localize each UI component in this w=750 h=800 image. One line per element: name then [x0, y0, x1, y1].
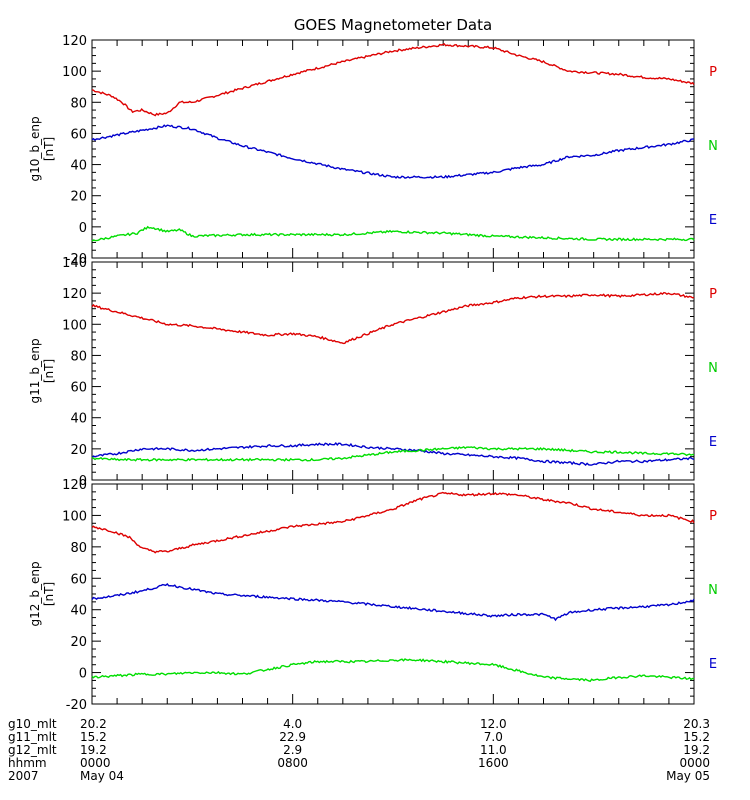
legend-label-P: P	[709, 509, 717, 524]
time-row-value: May 04	[80, 769, 124, 783]
time-row-value: 20.2	[80, 717, 107, 731]
y-tick-label: 100	[62, 318, 87, 333]
y-tick-label: -20	[66, 252, 87, 267]
y-tick-label: 60	[70, 381, 87, 396]
y-tick-label: 120	[62, 287, 87, 302]
time-row-label: g10_mlt	[8, 717, 57, 731]
y-tick-label: 60	[70, 572, 87, 587]
panel-g10_b_enp: -20 0 20 40 60 80 100 120 g10_b_enp [nT] P N E	[28, 34, 718, 267]
time-row-value: 0000	[679, 756, 710, 770]
time-row-label: g12_mlt	[8, 743, 57, 757]
time-row-value: 1600	[478, 756, 509, 770]
series-line-N	[91, 442, 695, 466]
y-tick-label: 120	[62, 478, 87, 493]
time-row-value: May 05	[666, 769, 710, 783]
y-axis-unit: [nT]	[42, 137, 56, 161]
time-row-value: 2.9	[283, 743, 302, 757]
legend-label-E: E	[709, 213, 717, 228]
time-row-value: 7.0	[484, 730, 503, 744]
y-tick-label: 40	[70, 604, 87, 619]
time-row-value: 22.9	[279, 730, 306, 744]
time-row-value: 12.0	[480, 717, 507, 731]
legend-label-P: P	[709, 287, 717, 302]
y-tick-label: 100	[62, 65, 87, 80]
time-row-value: 20.3	[683, 717, 710, 731]
y-tick-label: 80	[70, 96, 87, 111]
y-tick-label: 120	[62, 34, 87, 49]
y-axis-label: g12_b_enp	[28, 561, 42, 626]
series-line-E	[91, 658, 695, 683]
chart-title: GOES Magnetometer Data	[294, 16, 492, 34]
y-tick-label: 40	[70, 159, 87, 174]
y-tick-label: 100	[62, 509, 87, 524]
time-row-value: 0800	[277, 756, 308, 770]
time-row-value: 15.2	[683, 730, 710, 744]
legend-label-E: E	[709, 657, 717, 672]
y-axis-label: g11_b_enp	[28, 338, 42, 403]
time-row-value: 4.0	[283, 717, 302, 731]
y-tick-label: 20	[70, 443, 87, 458]
time-row-value: 19.2	[80, 743, 107, 757]
panel-g12_b_enp: -20 0 20 40 60 80 100 120 g12_b_enp [nT] P N E	[28, 478, 718, 713]
y-tick-label: -20	[66, 698, 87, 713]
y-tick-label: 0	[79, 221, 87, 236]
y-tick-label: 0	[79, 667, 87, 682]
legend-label-N: N	[708, 361, 718, 376]
series-line-P	[91, 491, 695, 554]
series-line-E	[91, 445, 695, 462]
legend-label-E: E	[709, 435, 717, 450]
legend-label-P: P	[709, 65, 717, 80]
y-tick-label: 0	[79, 474, 87, 489]
time-row-value: 15.2	[80, 730, 107, 744]
series-line-E	[91, 225, 695, 242]
legend-label-N: N	[708, 139, 718, 154]
time-row-value: 11.0	[480, 743, 507, 757]
time-row-label: hhmm	[8, 756, 47, 770]
time-row-label: g11_mlt	[8, 730, 57, 744]
legend-label-N: N	[708, 583, 718, 598]
y-tick-label: 20	[70, 190, 87, 205]
y-axis-unit: [nT]	[42, 582, 56, 606]
time-row-value: 0000	[80, 756, 111, 770]
time-row-label: 2007	[8, 769, 39, 783]
series-line-N	[91, 583, 695, 622]
series-line-P	[91, 291, 695, 345]
y-tick-label: 80	[70, 349, 87, 364]
y-tick-label: 140	[62, 256, 87, 271]
y-tick-label: 20	[70, 635, 87, 650]
y-tick-label: 80	[70, 541, 87, 556]
y-tick-label: 60	[70, 127, 87, 142]
y-axis-label: g10_b_enp	[28, 116, 42, 181]
time-axis-table: g10_mlt 20.2 4.0 12.0 20.3 g11_mlt 15.2 22.9 7.0…	[8, 717, 710, 783]
time-row-value: 19.2	[683, 743, 710, 757]
panel-g11_b_enp: 0 20 40 60 80 100 120 140 g11_b_enp [nT] P N E	[28, 256, 718, 489]
series-line-N	[91, 124, 695, 179]
y-axis-unit: [nT]	[42, 359, 56, 383]
y-tick-label: 40	[70, 412, 87, 427]
series-line-P	[91, 43, 695, 117]
